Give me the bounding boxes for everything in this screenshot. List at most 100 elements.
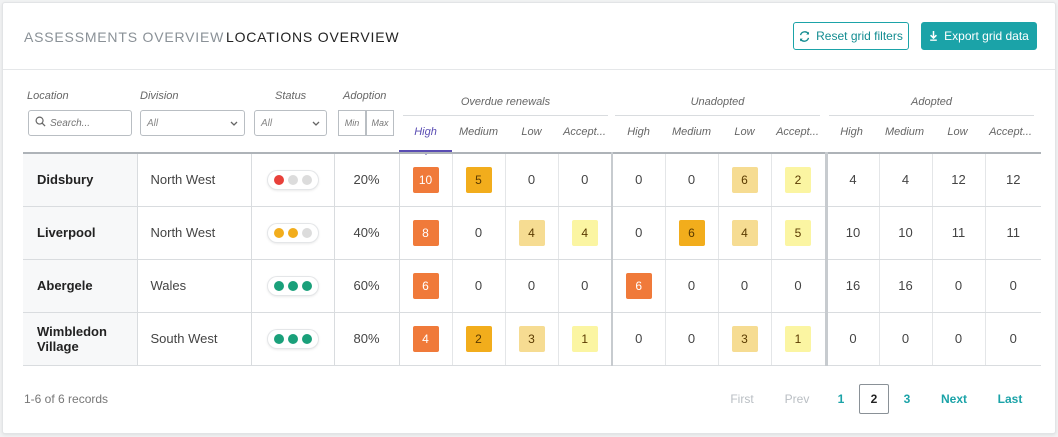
overdue-accepted-cell[interactable]: 4 bbox=[558, 205, 613, 260]
adopted-accepted-cell[interactable]: 0 bbox=[985, 311, 1041, 366]
adopted-medium-column-header[interactable]: Medium bbox=[884, 126, 925, 138]
count-badge: 1 bbox=[785, 325, 811, 352]
overdue-low-cell[interactable]: 0 bbox=[505, 152, 559, 207]
adopted-medium-cell[interactable]: 4 bbox=[879, 152, 933, 207]
overdue-low-cell[interactable]: 3 bbox=[505, 311, 559, 366]
unadopted-low-cell[interactable]: 6 bbox=[718, 152, 772, 207]
adopted-accepted-column-header[interactable]: Accept... bbox=[989, 126, 1032, 138]
adopted-accepted-cell[interactable]: 12 bbox=[985, 152, 1041, 207]
overdue-high-cell[interactable]: 4 bbox=[399, 311, 453, 366]
unadopted-medium-cell[interactable]: 0 bbox=[665, 152, 719, 207]
pagination-prev-button[interactable]: Prev bbox=[784, 392, 810, 406]
export-grid-data-button[interactable]: Export grid data bbox=[921, 22, 1037, 50]
status-dot-off bbox=[301, 227, 312, 238]
status-dot-red bbox=[273, 174, 284, 185]
table-row[interactable]: Liverpool North West 40% 8 0 4 4 0 6 4 5 10 10 11 11 bbox=[23, 205, 1041, 260]
overdue-high-cell[interactable]: 8 bbox=[399, 205, 453, 260]
adopted-group-header: Adopted bbox=[911, 96, 952, 108]
adopted-low-cell[interactable]: 0 bbox=[932, 311, 986, 366]
count-badge: 1 bbox=[571, 325, 598, 352]
unadopted-medium-cell[interactable]: 0 bbox=[665, 311, 719, 366]
status-cell bbox=[251, 258, 335, 313]
overdue-medium-cell[interactable]: 0 bbox=[452, 258, 506, 313]
adopted-high-cell[interactable]: 16 bbox=[826, 258, 880, 313]
overdue-accepted-cell[interactable]: 0 bbox=[558, 152, 613, 207]
unadopted-medium-column-header[interactable]: Medium bbox=[671, 126, 712, 138]
count-badge: 5 bbox=[465, 166, 492, 193]
location-cell: Wimbledon Village bbox=[23, 311, 138, 366]
adopted-high-cell[interactable]: 4 bbox=[826, 152, 880, 207]
unadopted-accepted-cell[interactable]: 1 bbox=[771, 311, 828, 366]
adopted-medium-cell[interactable]: 0 bbox=[879, 311, 933, 366]
tab-assessments-overview[interactable]: ASSESSMENTS OVERVIEW bbox=[24, 29, 225, 45]
adopted-high-cell[interactable]: 0 bbox=[826, 311, 880, 366]
unadopted-low-cell[interactable]: 4 bbox=[718, 205, 772, 260]
location-search-input[interactable] bbox=[50, 117, 126, 129]
table-row[interactable]: Didsbury North West 20% 10 5 0 0 0 0 6 2 4 4 12 12 bbox=[23, 152, 1041, 207]
unadopted-low-cell[interactable]: 3 bbox=[718, 311, 772, 366]
adoption-min-input[interactable]: Min bbox=[338, 110, 366, 136]
unadopted-high-cell[interactable]: 0 bbox=[612, 311, 666, 366]
pagination-page-1[interactable]: 1 bbox=[837, 392, 845, 406]
unadopted-high-cell[interactable]: 0 bbox=[612, 205, 666, 260]
overdue-low-column-header[interactable]: Low bbox=[521, 126, 542, 138]
unadopted-low-column-header[interactable]: Low bbox=[734, 126, 755, 138]
status-indicator bbox=[267, 170, 318, 189]
status-dot-green bbox=[301, 280, 312, 291]
status-dot-green bbox=[301, 333, 312, 344]
adopted-low-column-header[interactable]: Low bbox=[947, 126, 968, 138]
unadopted-group-header: Unadopted bbox=[690, 96, 745, 108]
unadopted-high-column-header[interactable]: High bbox=[627, 126, 650, 138]
adopted-low-cell[interactable]: 12 bbox=[932, 152, 986, 207]
count-badge: 3 bbox=[518, 325, 545, 352]
location-search-field[interactable] bbox=[28, 110, 132, 136]
overdue-accepted-cell[interactable]: 0 bbox=[558, 258, 613, 313]
adopted-high-column-header[interactable]: High bbox=[840, 126, 863, 138]
unadopted-accepted-cell[interactable]: 0 bbox=[771, 258, 828, 313]
adoption-max-input[interactable]: Max bbox=[366, 110, 394, 136]
status-select[interactable]: All bbox=[254, 110, 327, 136]
unadopted-medium-cell[interactable]: 6 bbox=[665, 205, 719, 260]
pagination-first-button[interactable]: First bbox=[730, 392, 754, 406]
table-row[interactable]: Abergele Wales 60% 6 0 0 0 6 0 0 0 16 16 0 0 bbox=[23, 258, 1041, 313]
overdue-high-cell[interactable]: 6 bbox=[399, 258, 453, 313]
unadopted-medium-cell[interactable]: 0 bbox=[665, 258, 719, 313]
tab-locations-overview[interactable]: LOCATIONS OVERVIEW bbox=[226, 29, 400, 45]
overdue-accepted-column-header[interactable]: Accept... bbox=[563, 126, 606, 138]
adopted-high-cell[interactable]: 10 bbox=[826, 205, 880, 260]
unadopted-accepted-cell[interactable]: 5 bbox=[771, 205, 828, 260]
unadopted-high-cell[interactable]: 0 bbox=[612, 152, 666, 207]
overdue-high-cell[interactable]: 10 bbox=[399, 152, 453, 207]
unadopted-accepted-cell[interactable]: 2 bbox=[771, 152, 828, 207]
division-cell: Wales bbox=[137, 258, 252, 313]
status-dot-amber bbox=[287, 227, 298, 238]
unadopted-high-cell[interactable]: 6 bbox=[612, 258, 666, 313]
division-select[interactable]: All bbox=[140, 110, 245, 136]
unadopted-accepted-column-header[interactable]: Accept... bbox=[776, 126, 819, 138]
unadopted-low-cell[interactable]: 0 bbox=[718, 258, 772, 313]
adopted-medium-cell[interactable]: 16 bbox=[879, 258, 933, 313]
pagination-last-button[interactable]: Last bbox=[997, 392, 1023, 406]
table-row[interactable]: Wimbledon Village South West 80% 4 2 3 1 0 0 3 1 0 0… bbox=[23, 311, 1041, 366]
status-dot-off bbox=[287, 174, 298, 185]
chevron-down-icon bbox=[230, 119, 238, 130]
pagination-page-2-current[interactable]: 2 bbox=[859, 384, 889, 414]
overdue-medium-cell[interactable]: 0 bbox=[452, 205, 506, 260]
overdue-high-column-header[interactable]: High bbox=[414, 126, 437, 138]
adopted-low-cell[interactable]: 0 bbox=[932, 258, 986, 313]
adopted-low-cell[interactable]: 11 bbox=[932, 205, 986, 260]
adopted-medium-cell[interactable]: 10 bbox=[879, 205, 933, 260]
overdue-low-cell[interactable]: 4 bbox=[505, 205, 559, 260]
reset-grid-filters-button[interactable]: Reset grid filters bbox=[793, 22, 909, 50]
adopted-accepted-cell[interactable]: 11 bbox=[985, 205, 1041, 260]
overdue-low-cell[interactable]: 0 bbox=[505, 258, 559, 313]
overdue-accepted-cell[interactable]: 1 bbox=[558, 311, 613, 366]
overdue-medium-column-header[interactable]: Medium bbox=[458, 126, 499, 138]
pagination-page-3[interactable]: 3 bbox=[903, 392, 911, 406]
overdue-medium-cell[interactable]: 5 bbox=[452, 152, 506, 207]
pagination-next-button[interactable]: Next bbox=[940, 392, 967, 406]
adopted-accepted-cell[interactable]: 0 bbox=[985, 258, 1041, 313]
overdue-medium-cell[interactable]: 2 bbox=[452, 311, 506, 366]
export-grid-data-label: Export grid data bbox=[944, 29, 1029, 43]
